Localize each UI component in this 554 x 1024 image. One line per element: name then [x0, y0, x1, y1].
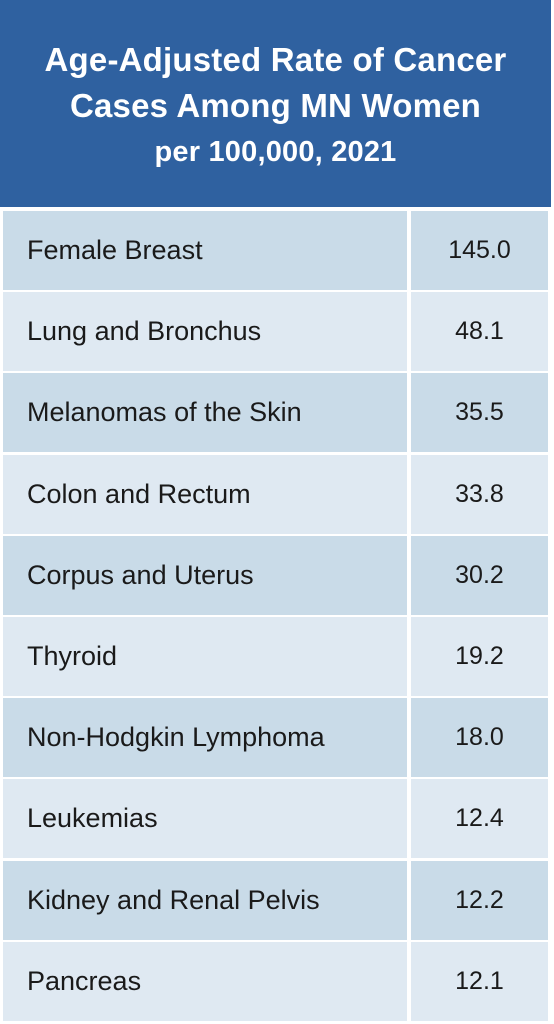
title-line-2: Cases Among MN Women [69, 86, 482, 124]
row-value: 19.2 [411, 617, 548, 696]
table-header: Age-Adjusted Rate of Cancer Cases Among … [0, 0, 551, 207]
table-row: Thyroid 19.2 [0, 617, 551, 696]
row-value: 33.8 [411, 454, 548, 534]
table-row: Melanomas of the Skin 35.5 [0, 373, 551, 453]
table-row: Non-Hodgkin Lymphoma 18.0 [0, 698, 551, 778]
row-value: 12.1 [411, 941, 548, 1021]
row-label: Female Breast [3, 211, 407, 290]
row-label: Thyroid [3, 617, 407, 696]
row-label: Kidney and Renal Pelvis [3, 860, 407, 940]
table-row: Female Breast 145.0 [0, 211, 551, 290]
title-line-3: per 100,000, 2021 [154, 135, 397, 168]
row-label: Lung and Bronchus [3, 292, 407, 372]
row-value: 145.0 [411, 211, 548, 290]
table-row: Kidney and Renal Pelvis 12.2 [0, 860, 551, 940]
table-row: Corpus and Uterus 30.2 [0, 535, 551, 615]
row-value: 12.4 [411, 779, 548, 859]
table-row: Pancreas 12.1 [0, 941, 551, 1021]
table-row: Lung and Bronchus 48.1 [0, 292, 551, 372]
row-label: Melanomas of the Skin [3, 373, 407, 453]
title-line-1: Age-Adjusted Rate of Cancer [44, 40, 507, 78]
row-value: 12.2 [411, 860, 548, 940]
row-value: 35.5 [411, 373, 548, 453]
row-label: Non-Hodgkin Lymphoma [3, 698, 407, 778]
row-label: Corpus and Uterus [3, 535, 407, 615]
row-value: 30.2 [411, 535, 548, 615]
row-value: 48.1 [411, 292, 548, 372]
row-label: Leukemias [3, 779, 407, 859]
table-row: Colon and Rectum 33.8 [0, 454, 551, 534]
row-label: Pancreas [3, 941, 407, 1021]
row-label: Colon and Rectum [3, 454, 407, 534]
table-row: Leukemias 12.4 [0, 779, 551, 859]
row-value: 18.0 [411, 698, 548, 778]
